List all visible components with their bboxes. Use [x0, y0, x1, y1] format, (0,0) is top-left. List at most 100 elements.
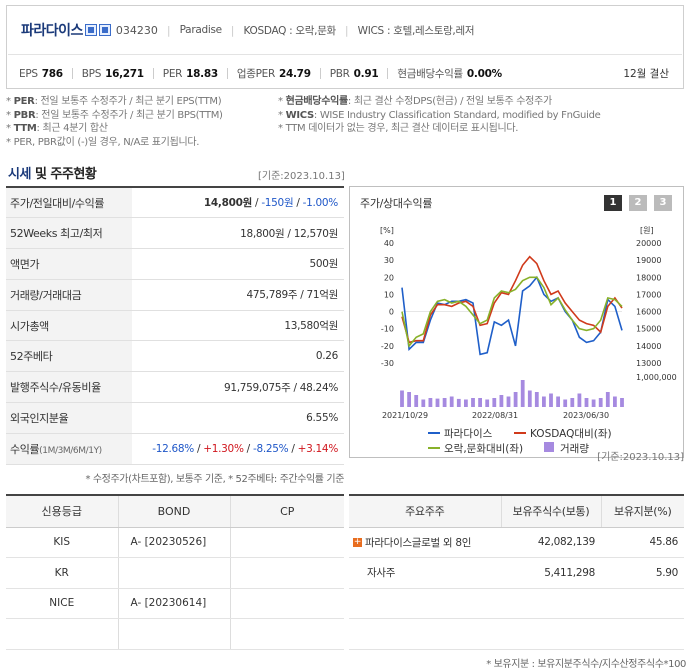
volume-bar [549, 393, 553, 407]
volume-bar [598, 398, 603, 407]
column-header: CP [229, 495, 344, 528]
notes-left: * PER: 전일 보통주 수정주가 / 최근 분기 EPS(TTM) * PB… [6, 95, 223, 149]
right-tick-label: 19000 [636, 256, 661, 265]
chart-panel: 주가/상대수익률 1 2 3 [%] [원] 40 30 20 10 0 -10 -20 -30 2… [349, 186, 684, 458]
note-line: * TTM 데이터가 없는 경우, 최근 결산 데이터로 표시됩니다. [278, 123, 519, 134]
table-row: 자사주 5,411,298 5.90 [349, 557, 684, 589]
price-change-rate: 14,800원 / -150원 / -1.00% [203, 197, 338, 210]
volume-bar [570, 398, 575, 407]
column-header: 보유지분(%) [600, 495, 684, 528]
volume-bar [556, 396, 560, 407]
row-label: 발행주식수/유동비율 [6, 371, 132, 403]
volume-bar [520, 380, 525, 407]
expand-plus-icon[interactable]: + [353, 537, 362, 548]
table-row: 수익률(1M/3M/6M/1Y) -12.68% / +1.30% / -8.2… [6, 433, 344, 465]
table-row: 거래량/거래대금 475,789주 / 71억원 [6, 279, 344, 311]
table-row: 시가총액 13,580억원 [6, 310, 344, 341]
right-tick-label: 17000 [636, 290, 661, 299]
basis-date-right: [기준:2023.10.13] [597, 452, 684, 463]
metric-value-dividend-yield: 0.00% [466, 67, 502, 80]
table-header-row: 신용등급 BOND CP [6, 495, 344, 528]
company-name: 파라다이스 [21, 23, 83, 39]
note-line: * PBR: 전일 보통주 수정주가 / 최근 분기 BPS(TTM) [6, 109, 223, 121]
table-row: 액면가 500원 [6, 248, 344, 280]
table-row: 52Weeks 최고/최저 18,800원 / 12,570원 [6, 217, 344, 249]
left-tick-label: 30 [384, 256, 394, 265]
right-tick-label: 18000 [636, 273, 661, 282]
right-tick-label: 20000 [636, 239, 661, 248]
column-header: BOND [117, 495, 230, 528]
column-header: 신용등급 [6, 495, 118, 528]
row-label: 거래량/거래대금 [6, 279, 132, 311]
table-row: 외국인지분율 6.55% [6, 402, 344, 434]
row-label: 외국인지분율 [6, 402, 132, 434]
volume-bar [485, 399, 490, 407]
volume-tick-label: 1,000,000 [636, 373, 677, 382]
right-tick-label: 14000 [636, 342, 661, 351]
chart-page-3-button[interactable]: 3 [654, 195, 672, 211]
volume-bar [428, 398, 433, 407]
table-row [349, 588, 684, 619]
returns-value: -12.68% / +1.30% / -8.25% / +3.14% [152, 442, 338, 455]
volume-bar [605, 392, 610, 407]
chart-page-2-button[interactable]: 2 [629, 195, 647, 211]
holder-shares-cell: 42,082,139 [501, 527, 601, 558]
chart-title: 주가/상대수익률 [360, 197, 433, 210]
column-header: 보유주식수(보통) [500, 495, 601, 528]
volume-bar [492, 398, 497, 407]
volume-bar [435, 398, 440, 407]
legend-swatch [544, 442, 554, 452]
volume-bar [449, 396, 454, 407]
divider [387, 68, 389, 79]
chart-page-1-button[interactable]: 1 [604, 195, 622, 211]
home-icon[interactable] [84, 24, 97, 36]
table-row: 52주베타 0.26 [6, 340, 344, 372]
holder-shares-cell [501, 618, 601, 650]
table-row: 주가/전일대비/수익률 14,800원 / -150원 / -1.00% [6, 187, 344, 218]
volume-bar [527, 390, 532, 407]
ir-icon[interactable] [98, 24, 111, 36]
x-tick-label: 2021/10/29 [382, 411, 428, 420]
bond-cell: A- [20230526] [117, 527, 230, 558]
note-line: * PER, PBR값이 (-)일 경우, N/A로 표기됩니다. [6, 136, 200, 148]
right-unit-label: [원] [640, 226, 654, 235]
holder-name-cell[interactable]: + 파라다이스글로벌 외 8인 [349, 527, 501, 558]
legend-label: 오락,문화대비(좌) [444, 443, 523, 455]
row-label: 52Weeks 최고/최저 [6, 217, 132, 249]
metric-value-bps: 16,271 [105, 67, 144, 80]
price-return-chart: [%] [원] 40 30 20 10 0 -10 -20 -30 20000 19000 18000 1… [380, 226, 677, 455]
volume-bar [456, 398, 461, 407]
notes-right: * 현금배당수익률: 최근 결산 수정DPS(현금) / 전일 보통주 수정주가… [278, 95, 601, 136]
left-tick-label: -30 [381, 359, 394, 368]
credit-rating-table: 신용등급 BOND CP KIS A- [20230526] KR NICE A- … [6, 494, 344, 650]
legend-label: 거래량 [560, 443, 589, 455]
holder-name-cell: 자사주 [349, 557, 501, 589]
table-row [349, 618, 684, 650]
volume-bar [542, 396, 546, 407]
volume-bar [400, 390, 404, 407]
volume-bar [620, 398, 624, 407]
left-tick-label: -20 [381, 342, 394, 351]
agency-cell: NICE [6, 588, 118, 619]
metric-label-sector-per: 업종PER [236, 68, 275, 80]
company-header: 파라다이스 034230 | Paradise | KOSDAQ : 오락,문화… [6, 5, 684, 89]
row-label: 주가/전일대비/수익률 [6, 187, 132, 218]
legend-label: 파라다이스 [444, 428, 493, 440]
left-tick-label: 40 [384, 239, 394, 248]
note-line: * 현금배당수익률: 최근 결산 수정DPS(현금) / 전일 보통주 수정주가 [278, 96, 552, 107]
metric-value-per: 18.83 [186, 67, 218, 80]
holder-pct-cell: 45.86 [601, 527, 684, 558]
left-tick-label: 0 [389, 308, 394, 317]
row-value: 13,580억원 [284, 320, 338, 333]
volume-bar [563, 399, 568, 407]
divider [152, 68, 154, 79]
left-tick-label: 20 [384, 273, 394, 282]
agency-cell: KR [6, 557, 118, 589]
volume-bar [421, 399, 426, 407]
agency-cell [6, 618, 118, 650]
note-line: * WICS: WISE Industry Classification Sta… [278, 109, 601, 121]
row-label: 수익률(1M/3M/6M/1Y) [6, 433, 132, 465]
table-row: 발행주식수/유동비율 91,759,075주 / 48.24% [6, 371, 344, 403]
x-tick-label: 2023/06/30 [563, 411, 609, 420]
x-tick-label: 2022/08/31 [472, 411, 518, 420]
